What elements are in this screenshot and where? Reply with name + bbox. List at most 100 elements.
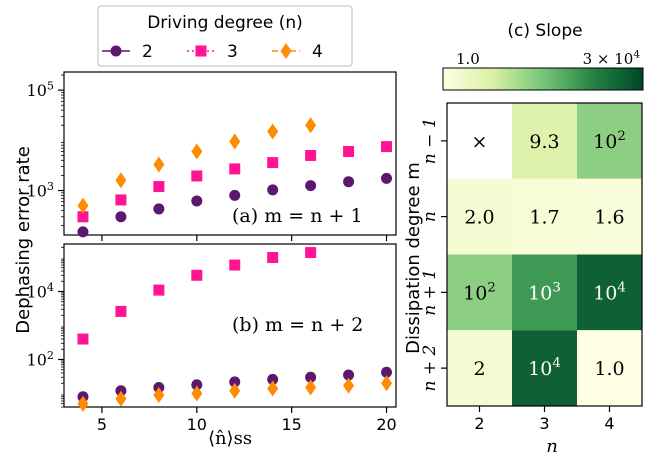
heatmap-y-tick-label: n − 1	[420, 117, 440, 164]
point-n3	[115, 305, 127, 317]
heatmap-cell	[447, 178, 512, 255]
heatmap-cell-label: 104	[528, 356, 561, 380]
x-tick-label: 10	[187, 415, 207, 434]
legend-marker-4	[280, 43, 292, 59]
point-n3	[191, 269, 203, 281]
heatmap-cell	[447, 103, 512, 179]
heatmap-cell	[512, 254, 577, 331]
heatmap-cell-label: 102	[463, 280, 496, 304]
x-axis-label: ⟨n̂⟩ss	[208, 428, 252, 449]
point-n4	[229, 133, 241, 150]
heatmap-cell	[577, 254, 642, 331]
point-n4	[267, 380, 279, 397]
point-n2	[153, 203, 165, 215]
legend: Driving degree (n) 2 3 4	[97, 5, 353, 67]
heatmap-cell-label: 104	[593, 280, 626, 304]
point-n2	[381, 172, 393, 184]
point-n4	[115, 172, 127, 189]
legend-label-4: 4	[312, 42, 323, 62]
heatmap-x-tick-label: 2	[474, 414, 484, 433]
legend-marker-2	[110, 45, 122, 57]
heatmap-cell	[447, 330, 512, 406]
y-axis-label: Dephasing error rate	[13, 146, 34, 334]
point-n2	[229, 376, 241, 388]
point-n2	[77, 226, 89, 238]
heatmap-x-tick-label: 3	[539, 414, 549, 433]
x-tick-label: 15	[281, 415, 301, 434]
heatmap-cell-label: 2.0	[464, 207, 494, 229]
heatmap-cell-label: 1.6	[594, 207, 624, 229]
point-n4	[191, 143, 203, 160]
legend-label-2: 2	[142, 42, 153, 62]
point-n3	[115, 194, 127, 206]
point-n2	[267, 184, 279, 196]
point-n4	[191, 385, 203, 402]
heatmap-y-tick-label: n	[420, 211, 440, 222]
legend-marker-3	[195, 45, 207, 57]
heatmap-x-tick-label: 4	[604, 414, 614, 433]
point-n3	[153, 284, 165, 296]
point-n2	[343, 176, 355, 188]
point-n3	[77, 333, 89, 345]
point-n4	[381, 375, 393, 392]
point-n3	[229, 259, 241, 271]
heatmap-cell-label: 9.3	[529, 131, 559, 153]
x-tick-label: 5	[97, 415, 107, 434]
panel-c-title: (c) Slope	[507, 21, 582, 41]
colorbar-min-label: 1.0	[456, 50, 480, 68]
point-n3	[381, 141, 393, 153]
legend-title: Driving degree (n)	[147, 13, 303, 33]
point-n2	[191, 379, 203, 391]
y-tick-label: 102	[27, 349, 54, 370]
point-n3	[305, 247, 317, 259]
point-n4	[229, 382, 241, 399]
heatmap-x-label: n	[546, 436, 558, 457]
point-n3	[305, 149, 317, 161]
point-n4	[77, 395, 89, 412]
point-n2	[305, 371, 317, 383]
point-n4	[153, 156, 165, 173]
heatmap-cell-label: 1.7	[529, 207, 559, 229]
heatmap-cell	[577, 103, 642, 179]
point-n2	[305, 180, 317, 192]
point-n3	[191, 170, 203, 182]
x-tick-label: 20	[376, 415, 396, 434]
heatmap-cell	[577, 330, 642, 406]
heatmap-cell-label: 2	[473, 358, 485, 380]
colorbar	[442, 67, 644, 91]
point-n3	[77, 211, 89, 223]
heatmap-y-tick-label: n + 2	[420, 345, 440, 392]
point-n2	[343, 369, 355, 381]
panel-b: 102 104 5 10 15 20 (b) m = n + 2 ⟨n̂⟩ss	[27, 243, 397, 449]
point-n4	[305, 379, 317, 396]
panel-a: 103 105 (a) m = n + 1	[27, 71, 397, 241]
panel-c: (c) Slope 1.0 3 × 104 × 9.3 102 2.0 1.7 1.6 102…	[403, 21, 644, 457]
point-n3	[267, 252, 279, 264]
point-n2	[381, 366, 393, 378]
point-n4	[115, 390, 127, 407]
legend-label-3: 3	[227, 42, 238, 62]
point-n3	[267, 157, 279, 169]
panel-a-annotation: (a) m = n + 1	[232, 205, 363, 227]
heatmap-cell-label: 103	[528, 280, 561, 304]
heatmap-cell	[577, 178, 642, 255]
panel-b-frame	[63, 243, 397, 408]
panel-a-frame	[63, 71, 397, 236]
point-n4	[153, 387, 165, 404]
point-n4	[77, 197, 89, 214]
heatmap-y-label: Dissipation degree m	[403, 162, 424, 354]
y-tick-label: 104	[27, 281, 54, 302]
heatmap-cell	[447, 254, 512, 331]
y-tick-label: 105	[27, 79, 54, 100]
heatmap-cell-label: 1.0	[594, 358, 624, 380]
y-tick-label: 103	[27, 180, 54, 201]
heatmap-cell	[512, 103, 577, 179]
point-n4	[267, 123, 279, 140]
heatmap-cell-label: ×	[472, 131, 488, 153]
point-n2	[229, 189, 241, 201]
point-n2	[191, 195, 203, 207]
colorbar-max-label: 3 × 104	[583, 49, 641, 68]
heatmap-cell	[512, 178, 577, 255]
point-n3	[229, 163, 241, 175]
